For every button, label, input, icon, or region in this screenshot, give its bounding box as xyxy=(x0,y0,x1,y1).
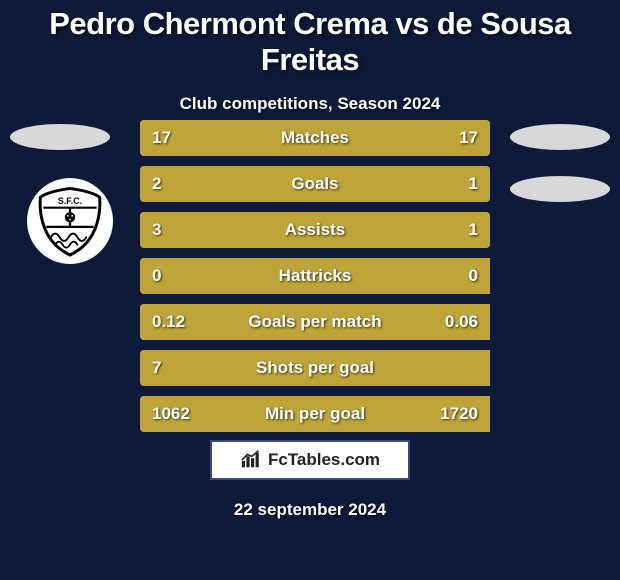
page-title: Pedro Chermont Crema vs de Sousa Freitas xyxy=(0,0,620,78)
stats-bars: 17 Matches 17 2 Goals 1 3 Assists 1 0 Hattricks 0 0.… xyxy=(140,120,490,442)
stat-row: 3 Assists 1 xyxy=(140,212,490,248)
brand-label: FcTables.com xyxy=(268,450,380,470)
stat-label: Assists xyxy=(285,220,345,240)
stat-row: 7 Shots per goal xyxy=(140,350,490,386)
svg-text:S.F.C.: S.F.C. xyxy=(58,196,82,206)
stat-value-left: 17 xyxy=(152,128,171,148)
stat-value-right: 1 xyxy=(469,174,478,194)
stat-row: 17 Matches 17 xyxy=(140,120,490,156)
page-subtitle: Club competitions, Season 2024 xyxy=(0,94,620,114)
stat-label: Goals per match xyxy=(248,312,381,332)
stat-value-right: 1 xyxy=(469,220,478,240)
stat-value-left: 0.12 xyxy=(152,312,185,332)
player-left-avatar-placeholder xyxy=(10,124,110,150)
stat-row: 0 Hattricks 0 xyxy=(140,258,490,294)
stat-fill-left xyxy=(140,212,403,248)
stat-value-right: 0 xyxy=(469,266,478,286)
stat-label: Hattricks xyxy=(279,266,352,286)
stat-value-left: 1062 xyxy=(152,404,190,424)
team-left-logo: S.F.C. xyxy=(27,178,113,264)
stat-row: 2 Goals 1 xyxy=(140,166,490,202)
team-right-logo-placeholder xyxy=(510,176,610,202)
chart-icon xyxy=(240,449,262,471)
stat-row: 1062 Min per goal 1720 xyxy=(140,396,490,432)
player-right-avatar-placeholder xyxy=(510,124,610,150)
stat-label: Shots per goal xyxy=(256,358,374,378)
santos-fc-badge-icon: S.F.C. xyxy=(33,184,107,258)
date-stamp: 22 september 2024 xyxy=(234,500,386,520)
stat-label: Matches xyxy=(281,128,349,148)
stat-value-left: 0 xyxy=(152,266,161,286)
stat-row: 0.12 Goals per match 0.06 xyxy=(140,304,490,340)
stat-value-left: 3 xyxy=(152,220,161,240)
stat-label: Min per goal xyxy=(265,404,365,424)
stat-fill-left xyxy=(140,166,375,202)
stat-value-right: 17 xyxy=(459,128,478,148)
stat-value-right: 1720 xyxy=(440,404,478,424)
stat-label: Goals xyxy=(291,174,338,194)
stat-value-left: 2 xyxy=(152,174,161,194)
brand-box[interactable]: FcTables.com xyxy=(210,440,410,480)
stat-value-right: 0.06 xyxy=(445,312,478,332)
stat-value-left: 7 xyxy=(152,358,161,378)
